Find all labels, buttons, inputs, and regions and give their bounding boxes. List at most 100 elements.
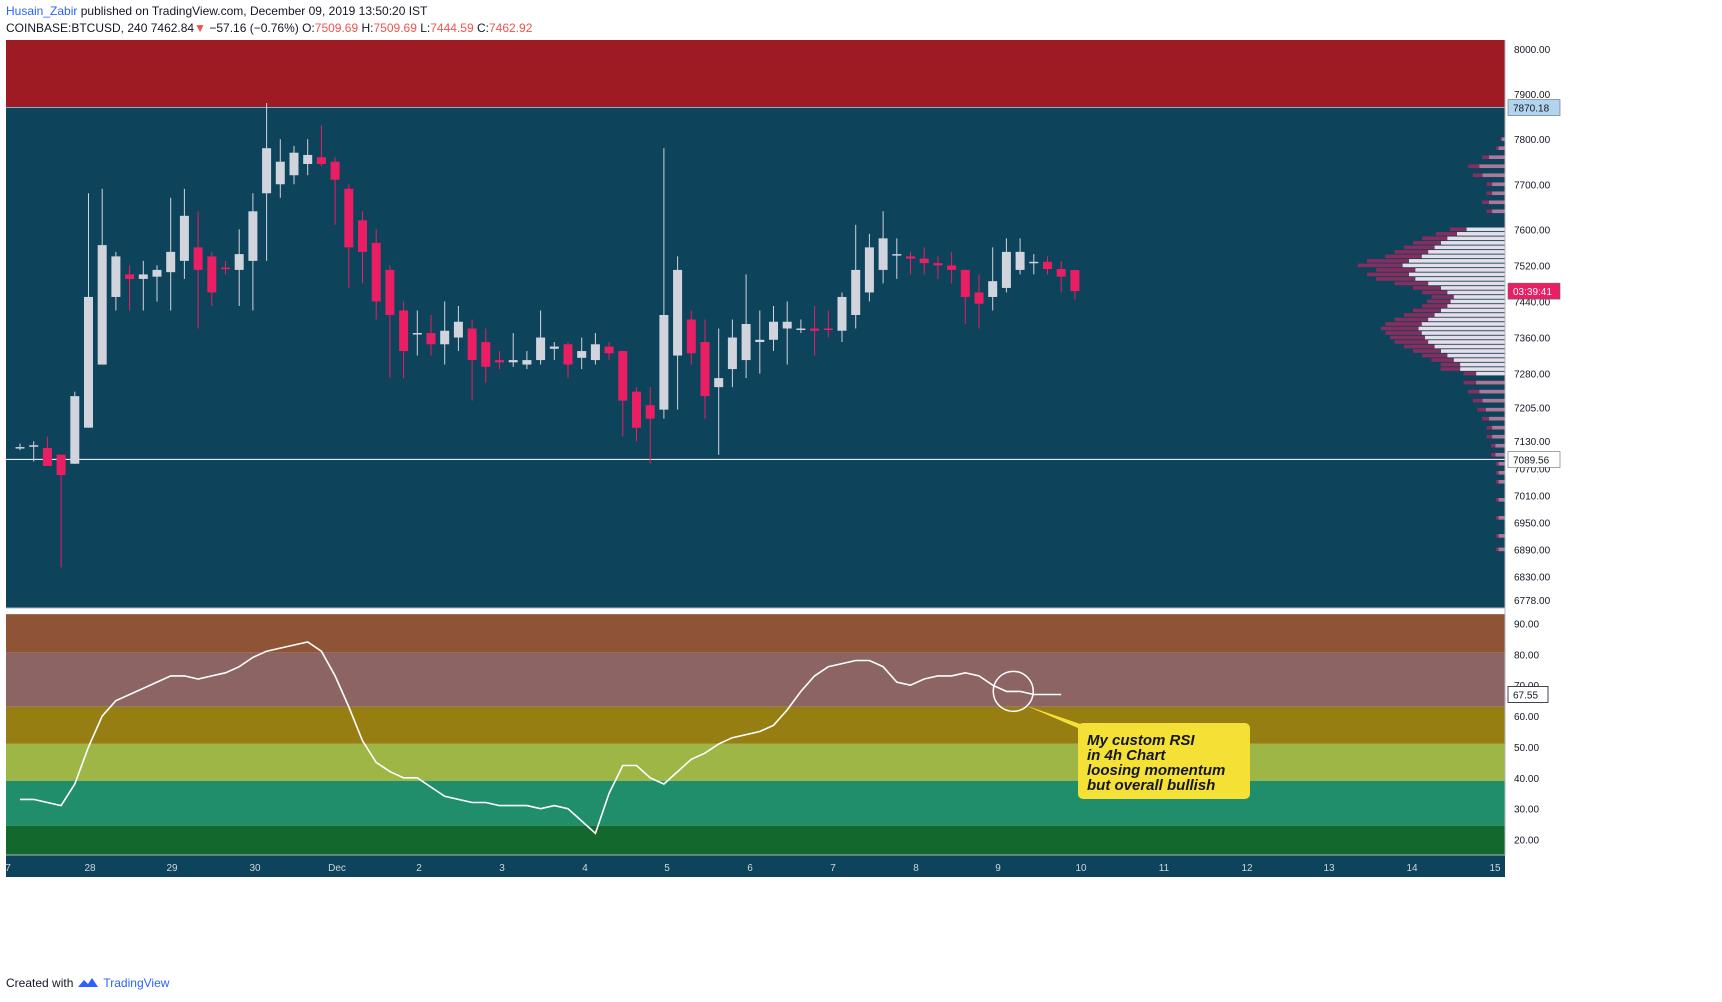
price-tick-label: 7010.00	[1514, 491, 1551, 502]
price-background	[6, 40, 1505, 608]
price-tick-label: 7130.00	[1514, 437, 1551, 448]
profile-bar-bear	[1495, 146, 1505, 150]
profile-bar-bull	[1418, 326, 1505, 331]
open-label: O:	[302, 21, 315, 35]
candle-body	[97, 245, 107, 365]
time-tick-label: Dec	[328, 863, 346, 874]
rsi-band	[6, 706, 1505, 744]
time-axis	[6, 855, 1505, 877]
symbol-info: COINBASE:BTCUSD, 240 7462.84▼ −57.16 (−0…	[6, 21, 532, 35]
candle-body	[536, 337, 546, 361]
profile-bar-bull	[1498, 479, 1505, 484]
candle-body	[960, 269, 970, 297]
time-tick-label: 14	[1406, 863, 1418, 874]
candle-body	[303, 154, 313, 164]
profile-bar-bear	[1495, 534, 1505, 538]
low-value: 7444.59	[430, 21, 474, 35]
profile-bar-bull	[1498, 534, 1505, 538]
footer: Created with TradingView	[6, 976, 169, 990]
resistance-zone	[6, 40, 1505, 108]
profile-bar-bull	[1489, 155, 1505, 160]
candle-body	[782, 321, 792, 329]
candle-body	[15, 447, 25, 449]
price-tick-label: 7205.00	[1514, 403, 1551, 414]
tradingview-brand[interactable]: TradingView	[103, 976, 170, 990]
profile-bar-bull	[1447, 304, 1505, 308]
profile-bar-bear	[1472, 398, 1505, 403]
profile-bar-bull	[1453, 358, 1505, 362]
price-tick-label: 6778.00	[1514, 596, 1551, 607]
rsi-line	[20, 641, 1062, 835]
price-tick-label: 6950.00	[1514, 518, 1551, 529]
profile-bar-bull	[1428, 317, 1505, 322]
candle-body	[1043, 261, 1052, 270]
candle-body	[837, 296, 847, 331]
high-value: 7509.69	[373, 21, 417, 35]
candle-body	[864, 247, 874, 293]
candle-body	[727, 337, 737, 370]
line-price-label-bg	[1507, 451, 1561, 468]
down-arrow-icon: ▼	[194, 21, 206, 35]
candle-body	[138, 274, 148, 279]
line-price-label-bg	[1507, 99, 1561, 116]
profile-bar-bull	[1434, 344, 1505, 349]
candle-body	[152, 269, 162, 277]
candle-body	[892, 254, 902, 256]
close-label: C:	[476, 21, 489, 35]
time-tick-label: 10	[1075, 863, 1087, 874]
candle-body	[618, 351, 628, 401]
profile-bar-bull	[1498, 516, 1505, 520]
profile-bar-bull	[1441, 349, 1505, 353]
candle-body	[207, 256, 217, 293]
candle-body	[56, 454, 66, 476]
author-link[interactable]: Husain_Zabir	[6, 4, 78, 18]
candle-body	[755, 339, 765, 343]
candle-body	[221, 267, 230, 270]
profile-bar-bull	[1482, 398, 1505, 403]
profile-bar-bull	[1495, 443, 1505, 448]
profile-bar-bear	[1468, 164, 1505, 169]
publish-info: Husain_Zabir published on TradingView.co…	[6, 4, 427, 18]
candle-body	[412, 333, 422, 335]
profile-bar-bull	[1498, 146, 1505, 150]
candle-body	[275, 161, 285, 185]
profile-bar-bull	[1428, 340, 1505, 344]
profile-bar-bear	[1495, 498, 1505, 502]
price-tick-label: 7800.00	[1514, 135, 1551, 146]
candle-body	[851, 269, 861, 315]
profile-bar-bull	[1489, 200, 1505, 205]
candle-body	[604, 346, 614, 354]
price-tick-label: 6890.00	[1514, 545, 1551, 556]
candle-body	[632, 391, 641, 428]
candle-body	[878, 238, 888, 270]
rsi-tick-label: 60.00	[1514, 712, 1539, 723]
candle-body	[440, 330, 450, 345]
profile-bar-bull	[1409, 259, 1505, 263]
profile-bar-bull	[1498, 547, 1505, 552]
price-change: −57.16 (−0.76%)	[209, 21, 299, 35]
candle-body	[659, 314, 669, 410]
candle-body	[385, 269, 395, 315]
price-pane[interactable]	[6, 40, 1505, 608]
candle-body	[234, 254, 244, 270]
price-tick-label: 7360.00	[1514, 334, 1551, 345]
candle-body	[344, 188, 354, 248]
profile-bar-bull	[1501, 137, 1505, 141]
rsi-last-bg	[1507, 686, 1549, 703]
profile-bar-bear	[1495, 470, 1505, 475]
low-label: L:	[420, 21, 431, 35]
profile-bar-bull	[1498, 461, 1505, 466]
profile-bar-bull	[1466, 227, 1505, 232]
rsi-tick-label: 40.00	[1514, 774, 1539, 785]
volume-profile	[1357, 137, 1505, 552]
rsi-pane[interactable]	[6, 614, 1505, 855]
profile-bar-bull	[1428, 250, 1505, 254]
candle-body	[467, 328, 477, 361]
profile-bar-bear	[1486, 425, 1505, 430]
profile-bar-bull	[1415, 268, 1505, 272]
candle-body	[673, 269, 683, 356]
profile-bar-bear	[1486, 191, 1505, 196]
time-tick-label: 8	[913, 863, 919, 874]
price-tick-label: 7600.00	[1514, 225, 1551, 236]
